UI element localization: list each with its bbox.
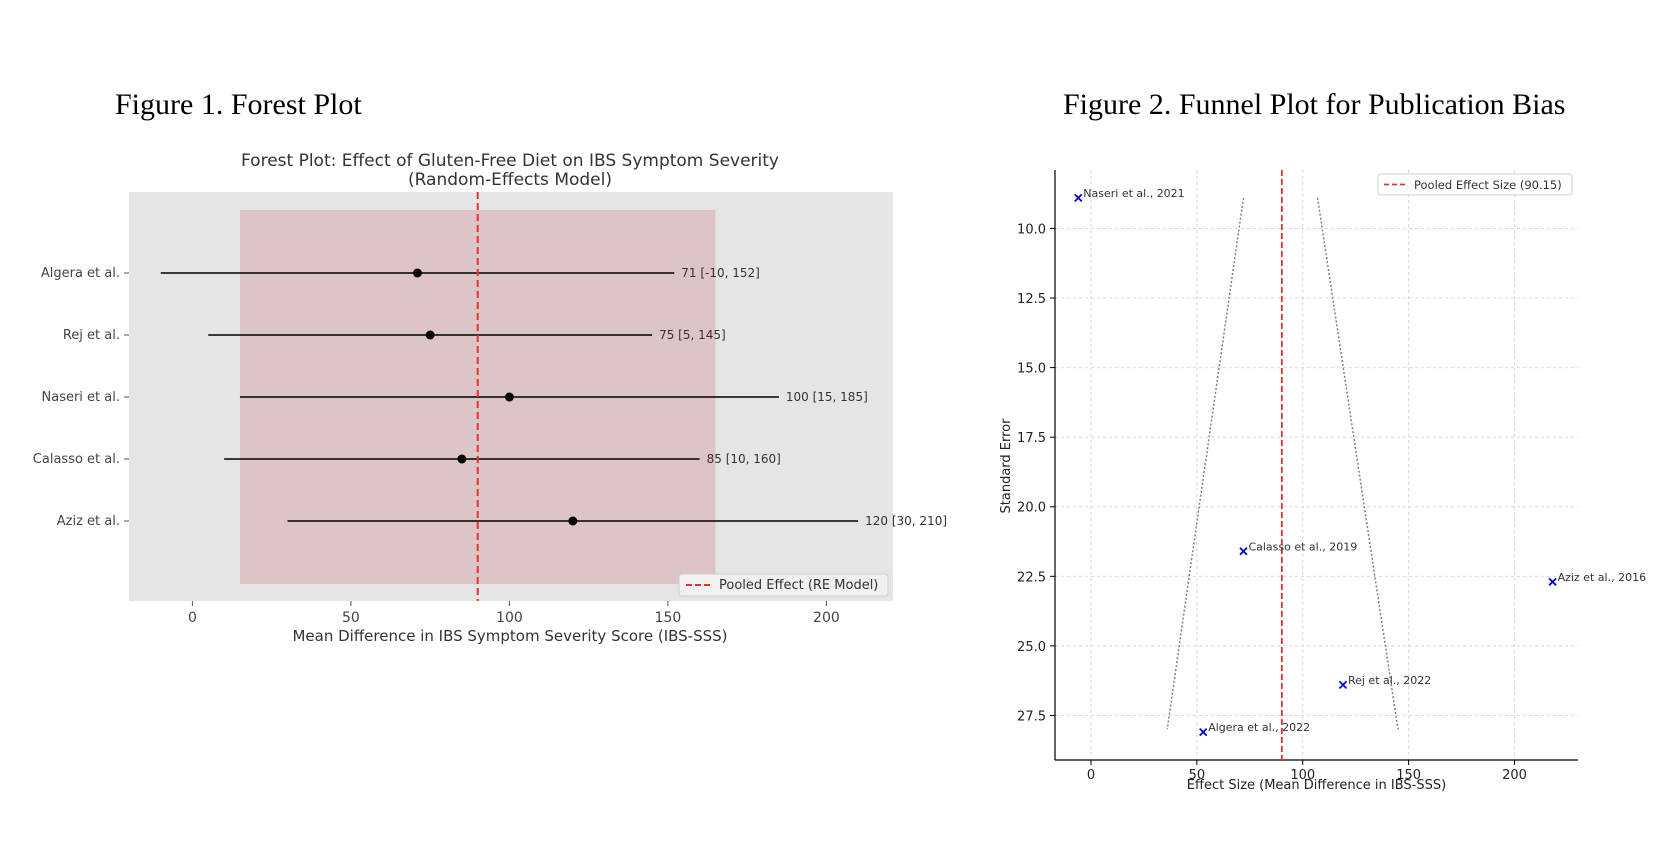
ci-value-label: 85 [10, 160] [707, 452, 781, 466]
study-label: Naseri et al. [42, 390, 121, 405]
funnel-boundary-line [1166, 197, 1245, 730]
y-tick-label: 22.5 [1017, 570, 1046, 585]
figure-2-heading: Figure 2. Funnel Plot for Publication Bi… [1063, 88, 1566, 121]
x-tick-label: 200 [813, 610, 840, 626]
point-marker-stroke [1548, 577, 1557, 587]
point-label: Algera et al., 2022 [1208, 721, 1310, 734]
effect-point [457, 454, 467, 464]
effect-point [425, 330, 435, 340]
y-tick-label: 20.0 [1017, 501, 1046, 516]
study-label: Algera et al. [41, 266, 120, 281]
study-point [1199, 728, 1208, 737]
point-marker-stroke [1074, 193, 1083, 202]
ci-value-label: 75 [5, 145] [659, 328, 726, 342]
ci-value-label: 100 [15, 185] [786, 390, 868, 404]
study-point [1074, 193, 1083, 202]
study-point [1239, 547, 1248, 556]
funnel-boundary-line [1316, 197, 1399, 730]
forest-plot-chart: 71 [-10, 152] Algera et al. 75 [5, 145] Rej… [33, 151, 947, 645]
point-label: Naseri et al., 2021 [1083, 187, 1184, 200]
y-tick-label: 15.0 [1017, 362, 1046, 377]
legend-label: Pooled Effect (RE Model) [719, 578, 878, 593]
x-tick-label: 150 [1396, 768, 1421, 783]
x-tick-label: 50 [342, 610, 360, 626]
study-point [1548, 577, 1557, 587]
y-axis-label: Standard Error [999, 418, 1014, 514]
legend: Pooled Effect (RE Model) [678, 573, 889, 597]
legend-box [678, 573, 889, 597]
ci-value-label: 71 [-10, 152] [681, 266, 760, 280]
chart-subtitle: (Random-Effects Model) [408, 170, 612, 190]
x-tick-label: 150 [655, 610, 682, 626]
x-tick-label: 200 [1502, 768, 1527, 783]
y-tick-label: 25.0 [1017, 640, 1046, 655]
point-marker-stroke [1199, 728, 1208, 737]
figure-1-heading: Figure 1. Forest Plot [115, 88, 362, 121]
y-tick-label: 12.5 [1017, 292, 1046, 307]
y-tick-label: 17.5 [1017, 431, 1046, 446]
x-tick-label: 100 [496, 610, 523, 626]
study-label: Calasso et al. [33, 452, 120, 467]
x-tick-label: 100 [1290, 768, 1315, 783]
legend-label: Pooled Effect Size (90.15) [1414, 178, 1562, 192]
chart-title: Forest Plot: Effect of Gluten-Free Diet … [241, 151, 779, 171]
x-axis-label: Mean Difference in IBS Symptom Severity … [292, 627, 727, 645]
point-label: Aziz et al., 2016 [1558, 571, 1646, 584]
effect-point [568, 516, 578, 526]
x-axis-label: Effect Size (Mean Difference in IBS-SSS) [1187, 778, 1446, 793]
legend: Pooled Effect Size (90.15) [1377, 173, 1573, 196]
study-point [1338, 680, 1348, 689]
y-tick-label: 27.5 [1017, 709, 1046, 724]
y-tick-label: 10.0 [1017, 222, 1046, 237]
x-tick-label: 50 [1189, 768, 1206, 783]
ci-value-label: 120 [30, 210] [865, 514, 947, 528]
study-label: Rej et al. [63, 328, 120, 343]
point-marker-stroke [1239, 547, 1248, 556]
study-label: Aziz et al. [57, 514, 120, 529]
effect-point [412, 268, 422, 278]
funnel-plot-chart: Naseri et al., 2021 Calasso et al., 2019 A… [999, 170, 1646, 793]
point-label: Calasso et al., 2019 [1248, 540, 1357, 553]
x-tick-label: 0 [188, 610, 197, 626]
effect-point [504, 392, 514, 402]
x-tick-label: 0 [1087, 768, 1095, 783]
point-label: Rej et al., 2022 [1348, 674, 1431, 687]
point-marker-stroke [1338, 680, 1348, 689]
legend-box [1377, 173, 1573, 196]
